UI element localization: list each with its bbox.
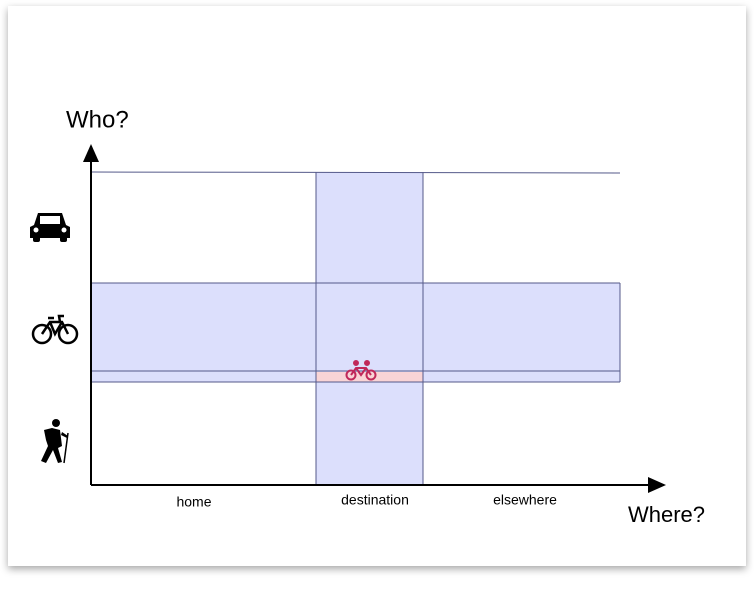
destination-column	[316, 172, 423, 485]
column-label: destination	[341, 492, 409, 508]
tandem-icon	[345, 360, 377, 381]
column-label: elsewhere	[493, 492, 557, 508]
bike-icon	[31, 314, 79, 345]
x-axis-label: Where?	[628, 502, 705, 527]
tandem-strip	[316, 372, 423, 382]
hiker-icon	[41, 419, 69, 464]
car-icon	[30, 213, 70, 242]
grid-lines	[90, 171, 621, 485]
y-axis-label: Who?	[66, 106, 129, 133]
column-label: home	[176, 494, 211, 510]
